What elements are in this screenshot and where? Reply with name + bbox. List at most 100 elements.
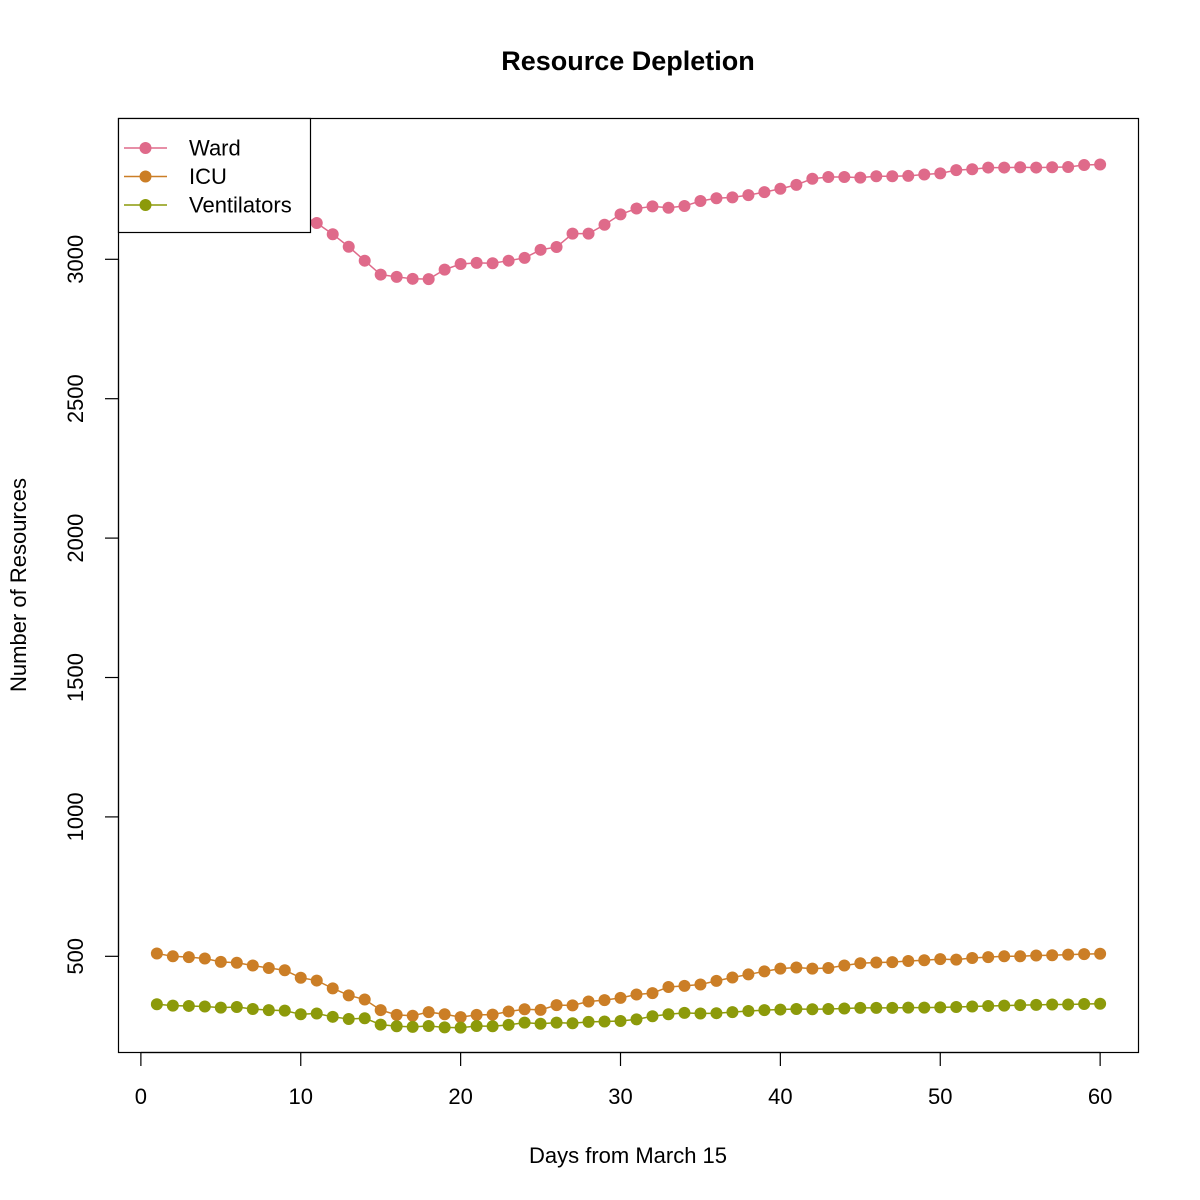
ventilators-point [454,1021,467,1034]
ward-point [934,167,947,180]
ventilators-point [534,1017,547,1030]
icu-point [470,1008,483,1021]
ventilators-point [198,1000,211,1013]
ward-point [422,273,435,286]
ventilators-point [342,1013,355,1026]
ward-point [710,192,723,205]
icu-point [1062,948,1075,961]
icu-point [1046,949,1059,962]
ventilators-point [246,1003,259,1016]
ventilators-point [822,1003,835,1016]
icu-point [614,991,627,1004]
ventilators-point [710,1007,723,1020]
ventilators-point [582,1015,595,1028]
ventilators-point [854,1001,867,1014]
ward-point [566,227,579,240]
chart-title: Resource Depletion [501,46,755,76]
icu-point [214,955,227,968]
ward-point [1078,159,1091,172]
ventilators-point [150,998,163,1011]
ward-point [870,170,883,183]
x-axis-label: Days from March 15 [529,1143,727,1168]
ventilators-point [294,1008,307,1021]
ventilators-point [870,1001,883,1014]
icu-point [438,1008,451,1021]
ventilators-point [1094,997,1107,1010]
ventilators-point [886,1001,899,1014]
ward-point [374,268,387,281]
ward-point [630,202,643,215]
ventilators-point [950,1001,963,1014]
icu-point [1094,947,1107,960]
ward-point [326,228,339,241]
legend-swatch-marker [139,142,152,154]
y-tick-label: 2500 [63,374,88,423]
ward-point [582,227,595,240]
plot-clip-group [150,136,1107,1034]
ventilators-point [614,1014,627,1027]
icu-point [998,950,1011,963]
y-tick-label: 2000 [63,514,88,563]
ward-point [614,208,627,221]
ward-point [1030,161,1043,174]
icu-point [422,1006,435,1019]
icu-point [934,953,947,966]
icu-point [550,999,563,1012]
y-tick-label: 3000 [63,235,88,284]
ventilators-point [806,1003,819,1016]
ventilators-point [630,1013,643,1026]
ventilators-point [262,1004,275,1017]
ward-point [406,272,419,285]
icu-point [534,1003,547,1016]
icu-point [870,956,883,969]
icu-point [742,968,755,981]
icu-point [1030,949,1043,962]
icu-point [342,989,355,1002]
ward-point [726,191,739,204]
icu-point [918,954,931,967]
ward-point [358,254,371,267]
ventilators-point [1078,997,1091,1010]
plot-area-border [117,117,1140,1054]
icu-point [262,962,275,975]
ventilators-point [390,1020,403,1033]
ward-point [390,270,403,283]
legend-label: ICU [189,164,227,189]
ventilators-point [230,1001,243,1014]
x-axis: 0 10 20 30 40 50 60 [135,1051,1112,1109]
icu-point [582,995,595,1008]
ventilators-point [646,1010,659,1023]
icu-point [182,951,195,964]
icu-point [710,974,723,987]
ward-point [902,169,915,182]
ward-point [982,161,995,174]
icu-point [326,982,339,995]
icu-point [774,962,787,975]
icu-point [390,1008,403,1021]
legend-swatch-marker [139,199,152,211]
legend-label: Ward [189,136,241,161]
ventilators-point [214,1001,227,1014]
series-icu [150,947,1107,1024]
icu-point [806,962,819,975]
ward-point [886,170,899,183]
icu-point [790,961,803,974]
ventilators-point [166,999,179,1012]
ward-point [950,164,963,177]
icu-point [518,1003,531,1016]
ventilators-point [486,1020,499,1033]
ventilators-point [550,1016,563,1029]
icu-point [198,952,211,965]
x-tick-label: 20 [448,1084,472,1109]
icu-point [230,956,243,969]
icu-point [358,993,371,1006]
y-tick-label: 1000 [63,792,88,841]
ventilators-point [966,1000,979,1013]
icu-point [902,955,915,968]
x-tick-label: 0 [135,1084,147,1109]
icu-point [502,1005,515,1018]
icu-point [246,959,259,972]
ward-point [806,172,819,185]
icu-point [486,1008,499,1021]
